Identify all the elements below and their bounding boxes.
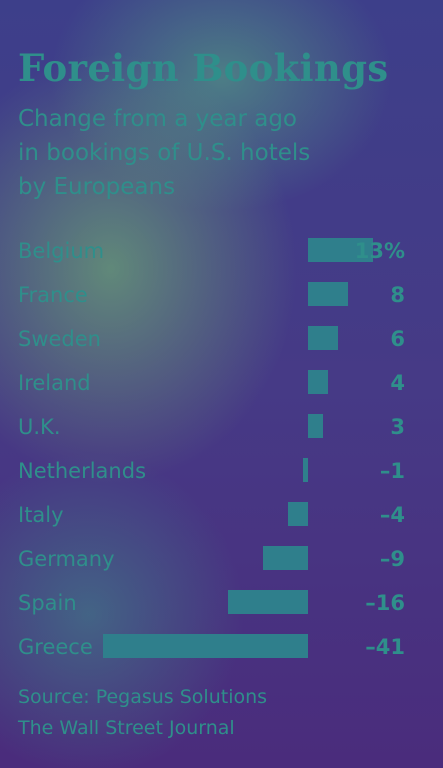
value-label: –4 — [380, 503, 405, 527]
category-label: Spain — [18, 591, 77, 615]
value-label: –41 — [365, 635, 405, 659]
value-label: 4 — [390, 371, 405, 395]
category-label: Greece — [18, 635, 93, 659]
category-label: France — [18, 283, 88, 307]
chart-title: Foreign Bookings — [18, 46, 389, 90]
value-label: 6 — [390, 327, 405, 351]
bar — [288, 502, 308, 526]
chart-subtitle: Change from a year ago in bookings of U.… — [18, 102, 418, 204]
value-label: 3 — [390, 415, 405, 439]
subtitle-line: Change from a year ago — [18, 106, 297, 132]
bar — [103, 634, 308, 658]
source-line: The Wall Street Journal — [18, 717, 235, 739]
category-label: Netherlands — [18, 459, 146, 483]
bar — [308, 282, 348, 306]
value-label: 13% — [355, 239, 405, 263]
value-label: 8 — [390, 283, 405, 307]
bar-chart: Belgium 13% France 8 Sweden 6 Ireland 4 U.K. 3 Net… — [18, 238, 405, 659]
value-label: –1 — [380, 459, 405, 483]
subtitle-line: by Europeans — [18, 174, 176, 200]
category-label: Sweden — [18, 327, 101, 351]
bar — [308, 414, 323, 438]
value-label: –16 — [365, 591, 405, 615]
category-label: Italy — [18, 503, 64, 527]
source-line: Source: Pegasus Solutions — [18, 686, 268, 708]
bar — [303, 458, 308, 482]
chart-source: Source: Pegasus Solutions The Wall Stree… — [18, 682, 267, 744]
subtitle-line: in bookings of U.S. hotels — [18, 140, 311, 166]
category-label: U.K. — [18, 415, 61, 439]
bar — [228, 590, 308, 614]
bar — [263, 546, 308, 570]
category-label: Belgium — [18, 239, 104, 263]
bar — [308, 238, 373, 262]
bar — [308, 370, 328, 394]
value-label: –9 — [380, 547, 405, 571]
category-label: Germany — [18, 547, 115, 571]
category-label: Ireland — [18, 371, 91, 395]
bar — [308, 326, 338, 350]
